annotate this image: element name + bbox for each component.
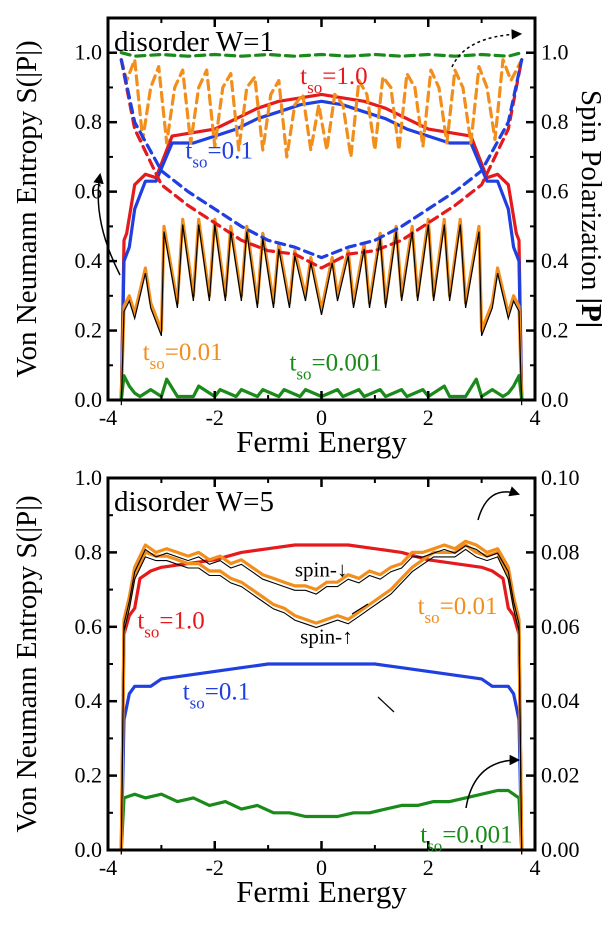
- annotation-subscript: so: [427, 837, 442, 856]
- y-tick-label-right: 0.02: [541, 763, 580, 788]
- series-annotation: tso=0.001: [289, 349, 381, 383]
- y-tick-label-left: 0.6: [75, 614, 103, 639]
- x-tick-label: 0: [316, 855, 327, 880]
- series-annotation: tso=0.001: [420, 822, 512, 856]
- annotation-base: t: [183, 678, 190, 705]
- y-tick-label-right: 0.08: [541, 539, 580, 564]
- y-axis-label-right-symbol: |P|: [575, 298, 607, 329]
- annotation-subscript: so: [190, 693, 205, 712]
- annotation-base: t: [289, 349, 296, 376]
- series-annotation: tso=1.0: [137, 608, 204, 642]
- series-line-1-6: [119, 58, 524, 159]
- spin-annotation: spin-↓: [295, 558, 348, 582]
- y-tick-label-left: 0.0: [75, 387, 103, 412]
- annotation-value: =0.001: [442, 822, 512, 849]
- annotation-subscript: so: [425, 608, 440, 627]
- x-tick-label: 4: [530, 405, 541, 430]
- y-axis-label-right: Spin Polarization |P|: [575, 90, 607, 328]
- x-tick-label: 2: [423, 405, 434, 430]
- series-line-1-7: [119, 58, 524, 270]
- chart-panel-2: -4 -2 0 2 4 0.0 0.00 0.2 0.02 0.4 0.04 0.6 0.06 0.8 0.…: [11, 465, 580, 909]
- annotation-base: t: [420, 822, 427, 849]
- series-line-2-1: [119, 543, 524, 852]
- y-tick-label-right: 0.10: [541, 465, 580, 490]
- spin-up-pointer: [351, 603, 369, 615]
- arrow-to-right-axis: [477, 486, 520, 521]
- series-line-2-2: [119, 662, 524, 852]
- annotation-value: =1.0: [159, 608, 204, 635]
- x-tick-label: -2: [206, 855, 224, 880]
- y-tick-label-left: 0.2: [75, 318, 103, 343]
- annotation-base: t: [137, 608, 144, 635]
- reference-line-2: [120, 548, 523, 855]
- annotation-base: t: [300, 63, 307, 90]
- annotation-value: =1.0: [322, 63, 367, 90]
- x-tick-label: -2: [206, 405, 224, 430]
- spin-annotation: spin-↑: [300, 625, 353, 649]
- chart-panel-1: -4 -2 0 2 40.0 0.00.2 0.20.4 0.40.6 0.60.8 0.81.0…: [11, 16, 607, 459]
- y-tick-label-right: 0.4: [541, 248, 569, 273]
- annotation-base: t: [185, 138, 192, 165]
- series-annotation: tso=0.1: [183, 678, 250, 712]
- y-tick-label-right: 0.0: [541, 387, 569, 412]
- y-tick-label-left: 0.0: [75, 837, 103, 862]
- x-axis-label: Fermi Energy: [236, 874, 407, 909]
- series-annotation: tso=0.1: [185, 138, 252, 172]
- series-line-1-8: [119, 58, 524, 260]
- y-tick-label-left: 1.0: [75, 465, 103, 490]
- y-tick-label-right: 0.6: [541, 179, 569, 204]
- reference-line-1: [120, 224, 523, 406]
- series-line-1-5: [119, 51, 524, 58]
- spin-down-pointer: [377, 696, 395, 713]
- annotation-subscript: so: [296, 364, 311, 383]
- y-tick-label-left: 0.2: [75, 763, 103, 788]
- annotation-value: =0.1: [207, 138, 252, 165]
- arrow-to-left-axis: [93, 172, 121, 276]
- y-axis-label-left: Von Neumann Entropy S(|P|): [11, 40, 43, 377]
- y-tick-label-left: 0.4: [75, 688, 103, 713]
- annotation-value: =0.001: [312, 349, 382, 376]
- y-tick-label-right: 0.00: [541, 837, 580, 862]
- x-tick-label: -4: [99, 855, 117, 880]
- y-tick-label-left: 0.4: [75, 248, 103, 273]
- panel-label: disorder W=1: [114, 26, 274, 58]
- y-axis-label-left: Von Neumann Entropy S(|P|): [11, 495, 43, 832]
- reference-line-1: [120, 545, 523, 855]
- annotation-subscript: so: [144, 623, 159, 642]
- x-tick-label: 0: [316, 405, 327, 430]
- x-tick-label: 2: [423, 855, 434, 880]
- series-line-1-2: [119, 99, 524, 402]
- series-line-2-4: [119, 539, 524, 852]
- x-axis-label: Fermi Energy: [236, 424, 407, 459]
- annotation-value: =0.01: [440, 593, 498, 620]
- y-tick-label-left: 0.8: [75, 539, 103, 564]
- arrow-to-right-axis: [451, 29, 523, 68]
- y-tick-label-left: 1.0: [75, 40, 103, 65]
- annotation-subscript: so: [307, 78, 322, 97]
- series-line-1-1: [119, 92, 524, 402]
- y-tick-label-right: 0.06: [541, 614, 580, 639]
- annotation-subscript: so: [150, 354, 165, 373]
- y-tick-label-left: 0.8: [75, 109, 103, 134]
- series-annotation: tso=1.0: [300, 63, 367, 97]
- annotation-base: t: [418, 593, 425, 620]
- arrow-to-right-axis: [465, 754, 521, 809]
- y-axis-label-right-text: Spin Polarization: [575, 90, 607, 298]
- y-tick-label-right: 0.2: [541, 318, 569, 343]
- x-tick-label: 4: [530, 855, 541, 880]
- panel-label: disorder W=5: [114, 486, 274, 518]
- series-annotation: tso=0.01: [418, 593, 498, 627]
- annotation-base: t: [143, 339, 150, 366]
- x-tick-label: -4: [99, 405, 117, 430]
- y-tick-label-right: 0.8: [541, 109, 569, 134]
- series-line-2-3: [119, 788, 524, 852]
- series-annotation: tso=0.01: [143, 339, 223, 373]
- annotation-value: =0.01: [165, 339, 223, 366]
- annotation-subscript: so: [192, 153, 207, 172]
- y-tick-label-right: 0.04: [541, 688, 580, 713]
- y-tick-label-right: 1.0: [541, 40, 569, 65]
- annotation-value: =0.1: [205, 678, 250, 705]
